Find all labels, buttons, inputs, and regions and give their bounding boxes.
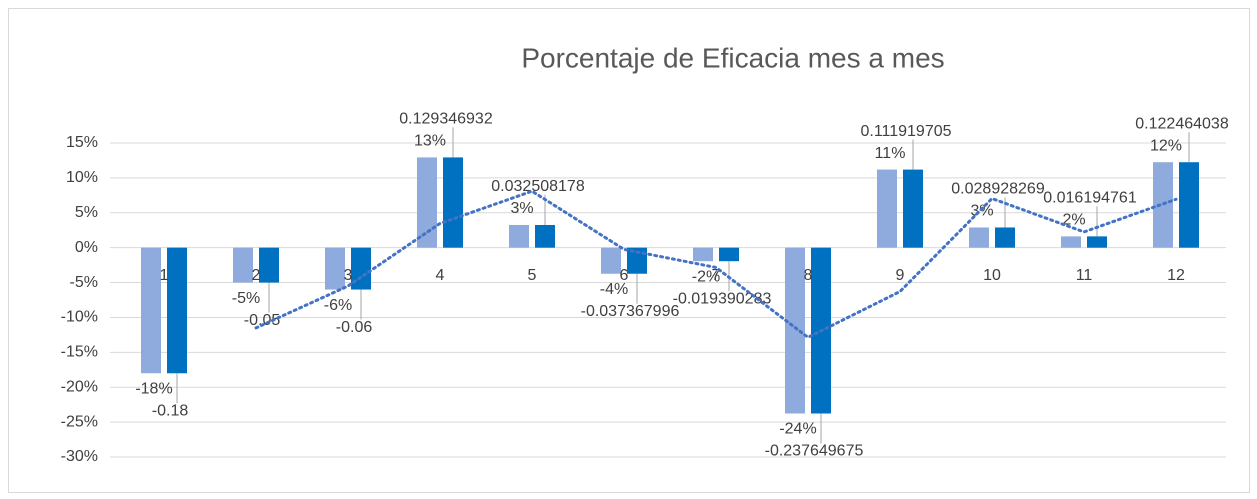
bar	[259, 247, 279, 283]
x-tick-label: 7	[712, 267, 721, 284]
x-tick-label: 2	[252, 267, 261, 284]
y-tick-label: -20%	[61, 378, 98, 395]
bar	[1179, 162, 1199, 248]
x-tick-label: 12	[1167, 267, 1185, 284]
bar	[417, 157, 437, 248]
data-label: 12%	[1150, 137, 1182, 154]
bar	[167, 247, 187, 374]
data-label: 11%	[875, 145, 906, 162]
y-tick-label: -15%	[61, 344, 98, 361]
data-label: -0.237649675	[765, 443, 864, 460]
data-label: 13%	[414, 133, 446, 150]
bar	[443, 157, 463, 248]
y-tick-label: -10%	[61, 309, 98, 326]
bar	[877, 169, 897, 248]
data-label: 2%	[1062, 212, 1085, 229]
data-label: -18%	[135, 380, 172, 397]
data-label: 0.032508178	[491, 178, 585, 195]
data-label: -5%	[232, 290, 260, 307]
y-tick-label: 15%	[66, 134, 98, 151]
bar	[719, 247, 739, 262]
y-tick-label: -25%	[61, 413, 98, 430]
data-label: -24%	[779, 421, 816, 438]
bar	[995, 227, 1015, 248]
bar	[903, 169, 923, 248]
x-tick-label: 1	[160, 267, 169, 284]
x-tick-label: 9	[896, 267, 905, 284]
data-label: 3%	[970, 203, 993, 220]
chart-title: Porcentaje de Eficacia mes a mes	[521, 42, 944, 73]
data-label: 0.111919705	[860, 123, 951, 140]
bar	[1087, 236, 1107, 248]
data-label: -4%	[600, 281, 628, 298]
bar	[141, 247, 161, 374]
x-tick-label: 10	[983, 267, 1001, 284]
bar	[325, 247, 345, 290]
data-label: 0.016194761	[1043, 190, 1137, 207]
data-label: -0.019390283	[673, 290, 772, 307]
y-tick-label: 0%	[75, 239, 98, 256]
bar	[601, 247, 621, 274]
y-tick-label: -30%	[61, 448, 98, 465]
bar	[509, 224, 529, 248]
bar	[351, 247, 371, 290]
bar	[969, 227, 989, 248]
data-label: 0.122464038	[1135, 115, 1229, 132]
x-tick-label: 4	[436, 267, 445, 284]
y-tick-label: 5%	[75, 204, 98, 221]
x-tick-label: 8	[804, 267, 813, 284]
data-label: -0.18	[152, 402, 189, 419]
bar	[233, 247, 253, 283]
data-label: -0.05	[244, 312, 281, 329]
x-tick-label: 11	[1076, 267, 1093, 284]
data-label: -2%	[692, 268, 720, 285]
data-label: 0.129346932	[399, 111, 493, 128]
y-tick-label: -5%	[70, 274, 98, 291]
x-tick-label: 6	[620, 267, 629, 284]
bar	[693, 247, 713, 262]
bar	[1061, 236, 1081, 248]
x-tick-label: 5	[528, 267, 537, 284]
data-label: 0.028928269	[951, 181, 1045, 198]
data-label: -0.06	[336, 319, 373, 336]
y-tick-label: 10%	[66, 169, 98, 186]
data-label: -0.037367996	[581, 303, 680, 320]
trendline	[254, 189, 1178, 340]
data-label: -6%	[324, 297, 352, 314]
bar	[535, 224, 555, 248]
bar	[785, 247, 805, 414]
data-label: 3%	[510, 200, 533, 217]
x-tick-label: 3	[344, 267, 353, 284]
